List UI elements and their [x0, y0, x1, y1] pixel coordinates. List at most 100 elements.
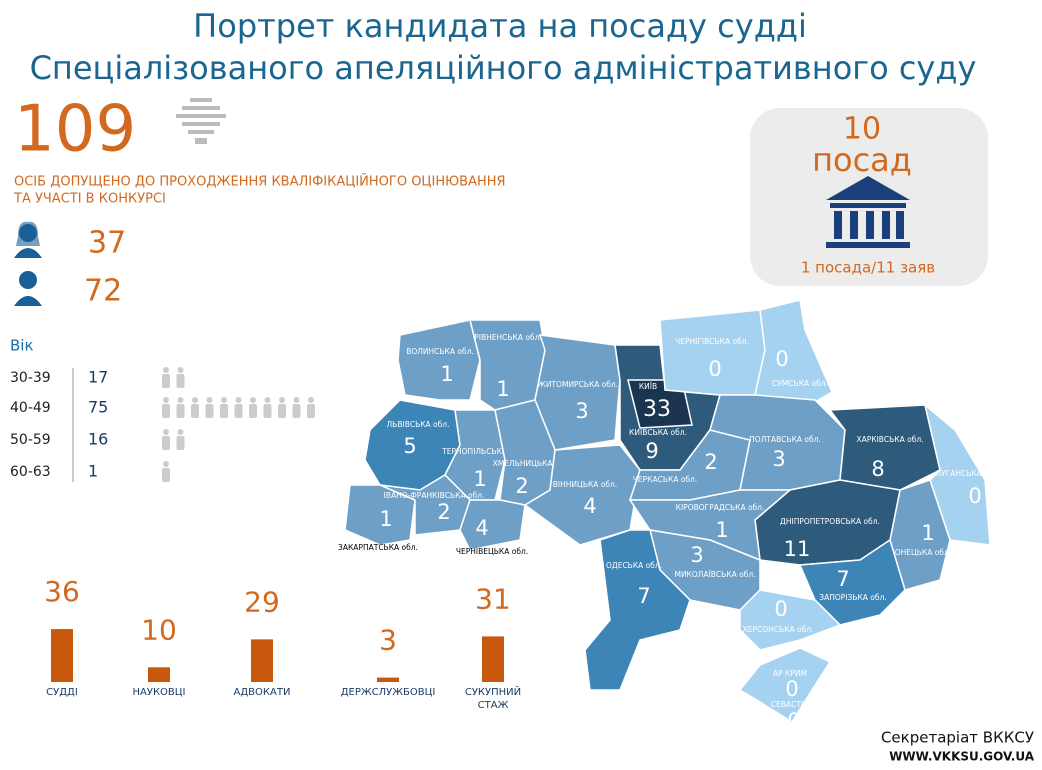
man-icon — [14, 271, 42, 306]
region-value: 3 — [690, 543, 703, 567]
title-line: Спеціалізованого апеляційного адміністра… — [30, 49, 977, 87]
person-icon — [220, 404, 228, 418]
age-count: 16 — [88, 430, 108, 449]
person-icon — [162, 374, 170, 388]
map-region — [584, 529, 691, 691]
person-icon — [176, 436, 185, 450]
region-name: ХМЕЛЬНИЦЬКА обл. — [493, 459, 572, 468]
bar — [51, 629, 73, 682]
women-count: 37 — [88, 226, 126, 261]
region-name: РІВНЕНСЬКА обл. — [474, 333, 542, 342]
person-icon — [176, 374, 185, 388]
region-value: 11 — [784, 537, 811, 561]
region-name: ЧЕРНІГІВСЬКА обл. — [675, 337, 749, 346]
person-icon — [162, 404, 170, 418]
total-description: ТА УЧАСТІ В КОНКУРСІ — [13, 192, 166, 207]
region-value: 7 — [836, 567, 849, 591]
region-name: ДОНЕЦЬКА обл. — [889, 548, 951, 557]
map-region — [738, 647, 832, 724]
bar-value: 31 — [475, 582, 511, 615]
region-name: КІРОВОГРАДСЬКА обл. — [676, 503, 765, 512]
age-icons — [162, 397, 315, 418]
person-icon — [162, 436, 170, 450]
age-icons — [162, 367, 185, 388]
age-range: 60-63 — [10, 464, 51, 480]
total-count: 109 — [14, 93, 136, 167]
bar-label: СУКУПНИЙ СТАЖ — [464, 687, 522, 711]
map-region — [659, 309, 766, 396]
total-description: ОСІБ ДОПУЩЕНО ДО ПРОХОДЖЕННЯ КВАЛІФІКАЦІ… — [14, 174, 506, 190]
map-region — [459, 499, 526, 551]
region-value: 7 — [637, 584, 650, 608]
person-icon — [307, 404, 315, 418]
seats-unit: посад — [812, 141, 912, 179]
region-value: 0 — [968, 484, 981, 508]
map-region — [828, 404, 941, 491]
person-icon — [264, 397, 271, 403]
region-name: ТЕРНОПІЛЬСЬКА обл. — [441, 447, 526, 456]
person-icon — [279, 397, 285, 403]
region-name: МИКОЛАЇВСЬКА обл. — [674, 570, 755, 579]
age-range: 30-39 — [10, 370, 51, 386]
person-icon — [249, 404, 257, 418]
person-icon — [191, 404, 199, 418]
region-value: 3 — [772, 447, 785, 471]
region-name: СЕВАСТОПОЛЬ — [771, 700, 829, 709]
bar — [482, 636, 504, 682]
region-value: 1 — [921, 521, 934, 545]
age-icons — [162, 429, 185, 450]
region-name: ЖИТОМИРСЬКА обл. — [538, 380, 618, 389]
age-count: 17 — [88, 368, 108, 387]
region-value: 33 — [643, 397, 671, 422]
region-name: ЧЕРКАСЬКА обл. — [633, 475, 697, 484]
person-icon — [177, 429, 184, 435]
person-icon — [205, 404, 214, 418]
person-icon — [293, 397, 300, 403]
region-value: 0 — [708, 357, 721, 381]
person-icon — [206, 397, 213, 403]
region-value: 2 — [437, 500, 450, 524]
region-name: СУМСЬКА обл. — [772, 379, 828, 388]
region-value: 0 — [775, 347, 788, 371]
region-value: 1 — [440, 362, 453, 386]
person-icon — [163, 429, 169, 435]
region-value: 5 — [403, 434, 416, 458]
men-count: 72 — [84, 274, 122, 309]
region-name: ХЕРСОНСЬКА обл. — [743, 625, 814, 634]
region-name: ЛЬВІВСЬКА обл. — [387, 420, 450, 429]
seats-ratio: 1 посада/11 заяв — [801, 259, 935, 277]
person-icon — [192, 397, 198, 403]
map-region — [923, 402, 991, 546]
map-region — [754, 299, 833, 403]
map-region — [397, 319, 481, 401]
bar-label: НАУКОВЦІ — [132, 687, 186, 698]
age-range: 50-59 — [10, 432, 51, 448]
region-value: 8 — [871, 457, 884, 481]
region-value: 1 — [715, 518, 728, 542]
region-name: ІВАНО-ФРАНКІВСЬКА обл. — [384, 491, 485, 500]
person-icon — [176, 404, 185, 418]
region-value: 4 — [583, 494, 596, 518]
person-icon — [292, 404, 301, 418]
region-value: 2 — [515, 474, 528, 498]
region-name: ЛУГАНСЬКА обл. — [935, 469, 1000, 478]
person-icon — [177, 367, 184, 373]
footer-org: Секретаріат ВККСУ — [881, 729, 1034, 747]
region-value: 4 — [475, 516, 488, 540]
person-icon — [263, 404, 272, 418]
person-icon — [177, 397, 184, 403]
region-value: 9 — [645, 439, 658, 463]
region-name: ЗАКАРПАТСЬКА обл. — [338, 543, 418, 552]
region-name: АР КРИМ — [773, 669, 807, 678]
region-name: КИЇВ — [639, 382, 657, 391]
region-value: 2 — [704, 450, 717, 474]
region-name: КИЇВСЬКА обл. — [629, 428, 687, 437]
footer-url: WWW.VKKSU.GOV.UA — [889, 750, 1035, 764]
region-value: 0 — [785, 677, 798, 701]
person-icon — [163, 461, 169, 467]
region-value: 1 — [473, 467, 486, 491]
region-name: ВІННИЦЬКА обл. — [553, 480, 617, 489]
court-icon — [826, 176, 910, 248]
bar-value: 3 — [379, 624, 397, 657]
